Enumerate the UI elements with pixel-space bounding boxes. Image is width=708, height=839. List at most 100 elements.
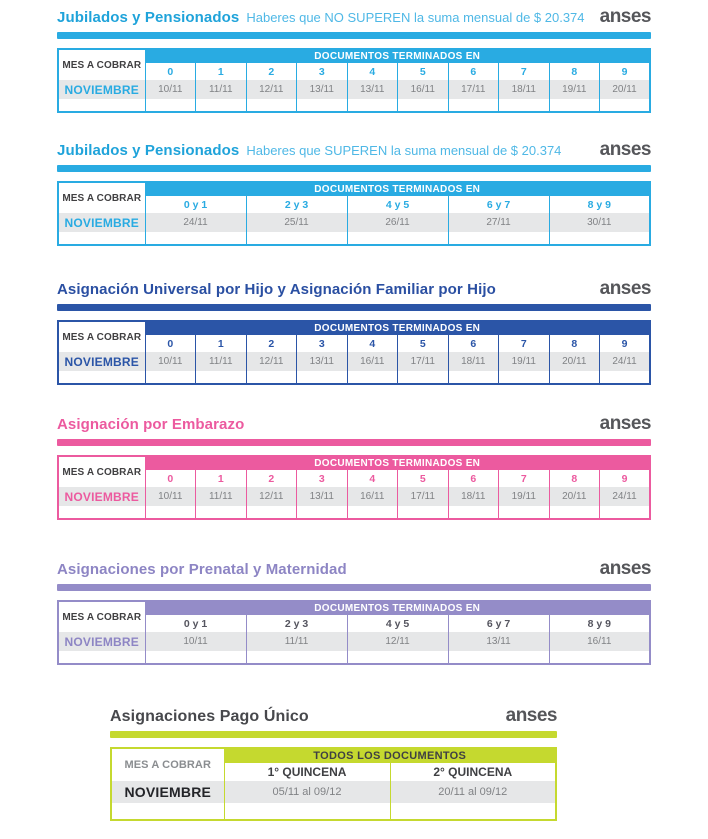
spacer-cell	[347, 99, 398, 112]
payment-date: 10/11	[145, 487, 196, 506]
header-row: MES A COBRAR DOCUMENTOS TERMINADOS EN	[58, 456, 650, 487]
payment-date: 11/11	[195, 487, 247, 506]
mes-a-cobrar-label: MES A COBRAR	[58, 49, 146, 80]
mes-a-cobrar-label: MES A COBRAR	[58, 182, 146, 213]
payment-date: 12/11	[246, 352, 297, 371]
payment-date: 13/11	[296, 80, 348, 99]
spacer-cell	[58, 651, 146, 664]
spacer-cell	[599, 99, 650, 112]
spacer-cell	[549, 506, 600, 519]
payment-table: MES A COBRAR DOCUMENTOS TERMINADOS EN 0 1 2 3…	[57, 455, 651, 520]
spacer-cell	[195, 99, 247, 112]
digit-header: 2° QUINCENA	[390, 763, 556, 781]
anses-logo: anses	[599, 6, 652, 27]
payment-date: 17/11	[397, 487, 449, 506]
payment-date: 16/11	[347, 352, 398, 371]
spacer-row	[58, 99, 650, 112]
section-title-row: Asignaciones Pago Único anses	[110, 705, 558, 726]
payment-date: 19/11	[498, 487, 550, 506]
digit-header: 1	[195, 470, 247, 487]
month-row: NOVIEMBRE 24/11 25/11 26/11 27/11 30/11	[58, 213, 650, 232]
payment-date: 10/11	[145, 632, 247, 651]
payment-date: 18/11	[448, 352, 499, 371]
digit-header: 8 y 9	[549, 196, 650, 213]
payment-date: 20/11	[599, 80, 650, 99]
month-row: NOVIEMBRE 10/11 11/11 12/11 13/11 16/11	[58, 632, 650, 651]
section-title-row: Jubilados y Pensionados Haberes que SUPER…	[57, 139, 652, 160]
section-title: Asignaciones por Prenatal y Maternidad	[57, 561, 347, 578]
spacer-row	[58, 232, 650, 245]
header-row: MES A COBRAR DOCUMENTOS TERMINADOS EN	[58, 49, 650, 80]
payment-date: 25/11	[246, 213, 348, 232]
spacer-cell	[58, 506, 146, 519]
payment-date: 26/11	[347, 213, 449, 232]
payment-date: 13/11	[448, 632, 550, 651]
payment-date: 05/11 al 09/12	[224, 781, 391, 803]
documentos-header: DOCUMENTOS TERMINADOS EN	[145, 182, 650, 196]
mes-a-cobrar-label: MES A COBRAR	[58, 456, 146, 487]
payment-table: MES A COBRAR DOCUMENTOS TERMINADOS EN 0 y …	[57, 600, 651, 665]
spacer-cell	[145, 99, 196, 112]
accent-bar	[57, 584, 651, 591]
payment-date: 24/11	[599, 487, 650, 506]
payment-table: MES A COBRAR DOCUMENTOS TERMINADOS EN 0 1 2 3…	[57, 48, 651, 113]
documentos-header: DOCUMENTOS TERMINADOS EN	[145, 321, 650, 335]
section-title: Asignación Universal por Hijo y Asignaci…	[57, 281, 496, 298]
digit-header: 5	[397, 335, 449, 352]
spacer-cell	[145, 371, 196, 384]
digit-header: 0	[145, 63, 196, 80]
digit-header: 1° QUINCENA	[224, 763, 391, 781]
payment-date: 12/11	[246, 487, 297, 506]
digit-header: 9	[599, 63, 650, 80]
digit-header: 0	[145, 470, 196, 487]
title-group: Asignaciones por Prenatal y Maternidad	[57, 561, 347, 578]
spacer-cell	[448, 99, 499, 112]
title-group: Jubilados y Pensionados Haberes que NO SU…	[57, 9, 585, 26]
spacer-cell	[296, 371, 348, 384]
spacer-cell	[549, 232, 650, 245]
spacer-cell	[549, 651, 650, 664]
digit-header: 2 y 3	[246, 615, 348, 632]
payment-date: 27/11	[448, 213, 550, 232]
payment-date: 19/11	[549, 80, 600, 99]
mes-a-cobrar-label: MES A COBRAR	[111, 748, 225, 781]
digit-header: 6	[448, 470, 499, 487]
payment-date: 16/11	[549, 632, 650, 651]
digit-header: 5	[397, 470, 449, 487]
digit-header: 4 y 5	[347, 196, 449, 213]
accent-bar	[57, 165, 651, 172]
spacer-cell	[347, 651, 449, 664]
spacer-cell	[145, 506, 196, 519]
title-group: Jubilados y Pensionados Haberes que SUPER…	[57, 142, 561, 159]
digit-header: 0 y 1	[145, 196, 247, 213]
digit-header: 7	[498, 470, 550, 487]
spacer-cell	[58, 99, 146, 112]
spacer-cell	[224, 803, 391, 820]
month-cell: NOVIEMBRE	[58, 80, 146, 99]
header-row: MES A COBRAR DOCUMENTOS TERMINADOS EN	[58, 601, 650, 632]
digit-header: 4	[347, 470, 398, 487]
spacer-cell	[397, 371, 449, 384]
spacer-cell	[58, 371, 146, 384]
spacer-cell	[549, 371, 600, 384]
digit-header: 2	[246, 63, 297, 80]
digit-header: 2	[246, 335, 297, 352]
spacer-cell	[246, 506, 297, 519]
month-row: NOVIEMBRE 05/11 al 09/12 20/11 al 09/12	[111, 781, 556, 803]
accent-bar	[57, 439, 651, 446]
accent-bar	[57, 304, 651, 311]
section-subtitle: Haberes que SUPEREN la suma mensual de $…	[246, 143, 562, 158]
payment-table: MES A COBRAR DOCUMENTOS TERMINADOS EN 0 1 2 3…	[57, 320, 651, 385]
payment-date: 10/11	[145, 352, 196, 371]
payment-date: 11/11	[246, 632, 348, 651]
spacer-cell	[448, 506, 499, 519]
payment-table: MES A COBRAR DOCUMENTOS TERMINADOS EN 0 y …	[57, 181, 651, 246]
section-asignaciones-pago-unico: Asignaciones Pago Único anses MES A COBRAR…	[110, 705, 558, 821]
spacer-cell	[111, 803, 225, 820]
spacer-row	[58, 371, 650, 384]
digit-header: 6 y 7	[448, 615, 550, 632]
digit-header: 1	[195, 335, 247, 352]
spacer-cell	[296, 99, 348, 112]
payment-date: 24/11	[599, 352, 650, 371]
